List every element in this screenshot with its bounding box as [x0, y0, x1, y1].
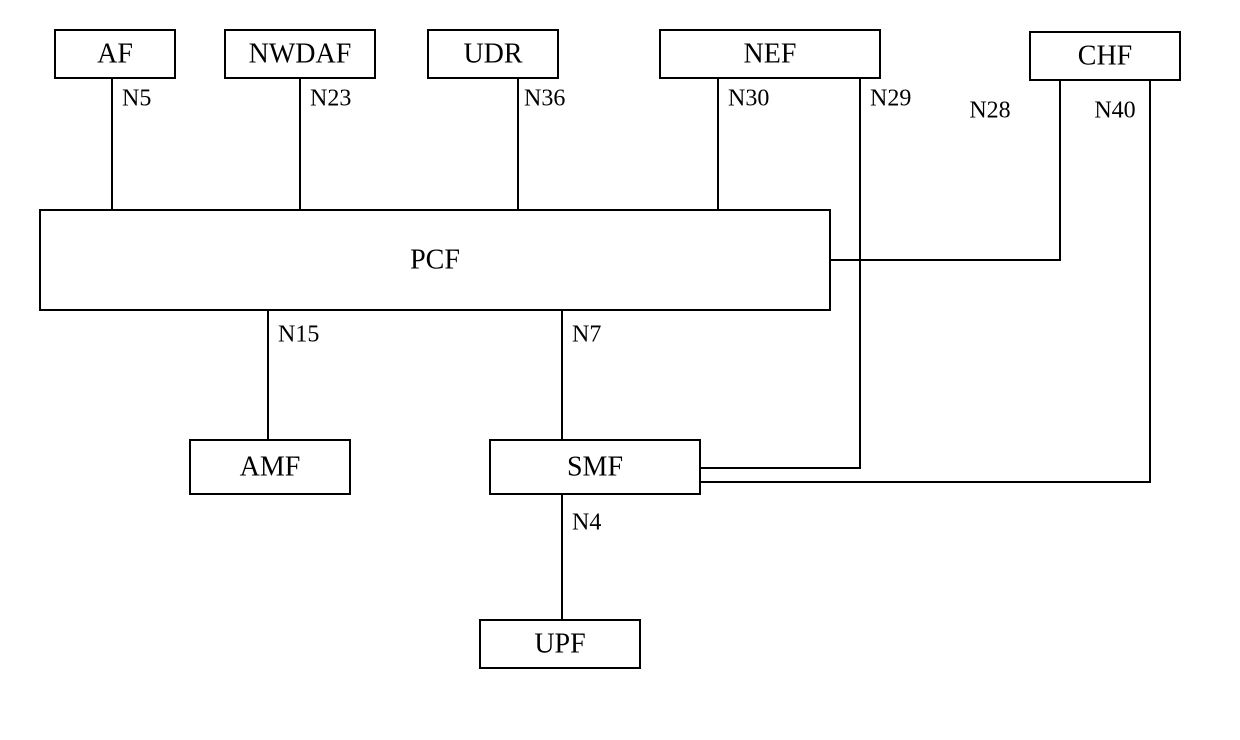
node-upf: UPF: [480, 620, 640, 668]
node-smf: SMF: [490, 440, 700, 494]
edge-label-n15: N15: [278, 322, 319, 348]
edge-n28: N28: [830, 80, 1060, 260]
node-label-upf: UPF: [534, 628, 585, 659]
node-label-pcf: PCF: [410, 244, 460, 275]
node-label-nwdaf: NWDAF: [249, 38, 352, 69]
node-udr: UDR: [428, 30, 558, 78]
node-nef: NEF: [660, 30, 880, 78]
node-chf: CHF: [1030, 32, 1180, 80]
node-label-chf: CHF: [1078, 40, 1132, 71]
node-pcf: PCF: [40, 210, 830, 310]
edge-label-n30: N30: [728, 86, 769, 112]
node-label-nef: NEF: [744, 38, 797, 69]
edge-n23: N23: [300, 78, 351, 210]
nodes-group: AF NWDAF UDR NEF CHF PCF AMF SMF: [40, 30, 1180, 668]
edge-label-n36: N36: [524, 86, 565, 112]
edge-label-n28: N28: [969, 98, 1010, 124]
node-label-smf: SMF: [567, 451, 623, 482]
node-nwdaf: NWDAF: [225, 30, 375, 78]
edge-label-n4: N4: [572, 510, 601, 536]
edge-n36: N36: [518, 78, 565, 210]
node-label-af: AF: [97, 38, 133, 69]
edge-label-n23: N23: [310, 86, 351, 112]
edge-label-n5: N5: [122, 86, 151, 112]
edges-group: N5 N23 N36 N30 N29 N28 N40 N15: [112, 78, 1150, 620]
edge-n4: N4: [562, 494, 601, 620]
edge-n15: N15: [268, 310, 319, 440]
node-amf: AMF: [190, 440, 350, 494]
edge-label-n7: N7: [572, 322, 601, 348]
edge-label-n40: N40: [1094, 98, 1135, 124]
architecture-diagram: N5 N23 N36 N30 N29 N28 N40 N15: [0, 0, 1240, 740]
node-label-amf: AMF: [240, 451, 301, 482]
edge-n7: N7: [562, 310, 601, 440]
edge-label-n29: N29: [870, 86, 911, 112]
edge-n30: N30: [718, 78, 769, 210]
node-af: AF: [55, 30, 175, 78]
edge-n5: N5: [112, 78, 151, 210]
node-label-udr: UDR: [463, 38, 522, 69]
